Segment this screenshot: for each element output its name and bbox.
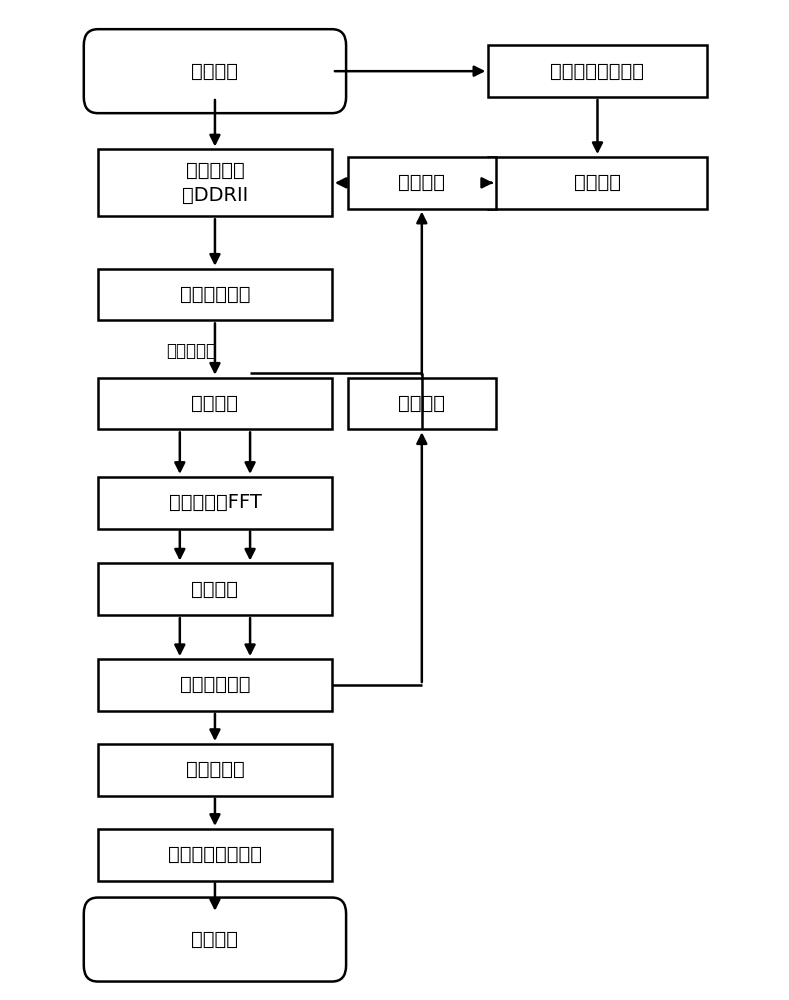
Text: 输出结果: 输出结果 xyxy=(192,930,238,949)
Text: 按方位向存
入DDRII: 按方位向存 入DDRII xyxy=(181,161,248,205)
FancyBboxPatch shape xyxy=(84,898,346,982)
Text: 索引向量: 索引向量 xyxy=(398,173,445,192)
Text: 循环判断: 循环判断 xyxy=(398,394,445,413)
FancyBboxPatch shape xyxy=(98,378,332,429)
FancyBboxPatch shape xyxy=(84,29,346,113)
FancyBboxPatch shape xyxy=(98,563,332,615)
Text: 复数取模: 复数取模 xyxy=(192,580,238,599)
Text: 冒泡排序: 冒泡排序 xyxy=(574,173,621,192)
FancyBboxPatch shape xyxy=(98,829,332,881)
FancyBboxPatch shape xyxy=(98,659,332,711)
FancyBboxPatch shape xyxy=(98,149,332,216)
FancyBboxPatch shape xyxy=(98,269,332,320)
Text: 总相关向量: 总相关向量 xyxy=(185,760,245,779)
Text: 前、后孔径: 前、后孔径 xyxy=(166,342,216,360)
Text: 后端补零: 后端补零 xyxy=(192,394,238,413)
Text: 输入数据: 输入数据 xyxy=(192,62,238,81)
Text: 快速相关处理: 快速相关处理 xyxy=(180,675,250,694)
FancyBboxPatch shape xyxy=(348,157,496,209)
Text: 计算多普勒调频率: 计算多普勒调频率 xyxy=(168,845,262,864)
FancyBboxPatch shape xyxy=(488,157,707,209)
FancyBboxPatch shape xyxy=(488,45,707,97)
FancyBboxPatch shape xyxy=(98,477,332,529)
FancyBboxPatch shape xyxy=(348,378,496,429)
Text: 各距离单元功率和: 各距离单元功率和 xyxy=(551,62,645,81)
Text: 距离单元数据: 距离单元数据 xyxy=(180,285,250,304)
FancyBboxPatch shape xyxy=(98,744,332,796)
Text: 傅里叶变换FFT: 傅里叶变换FFT xyxy=(169,493,261,512)
